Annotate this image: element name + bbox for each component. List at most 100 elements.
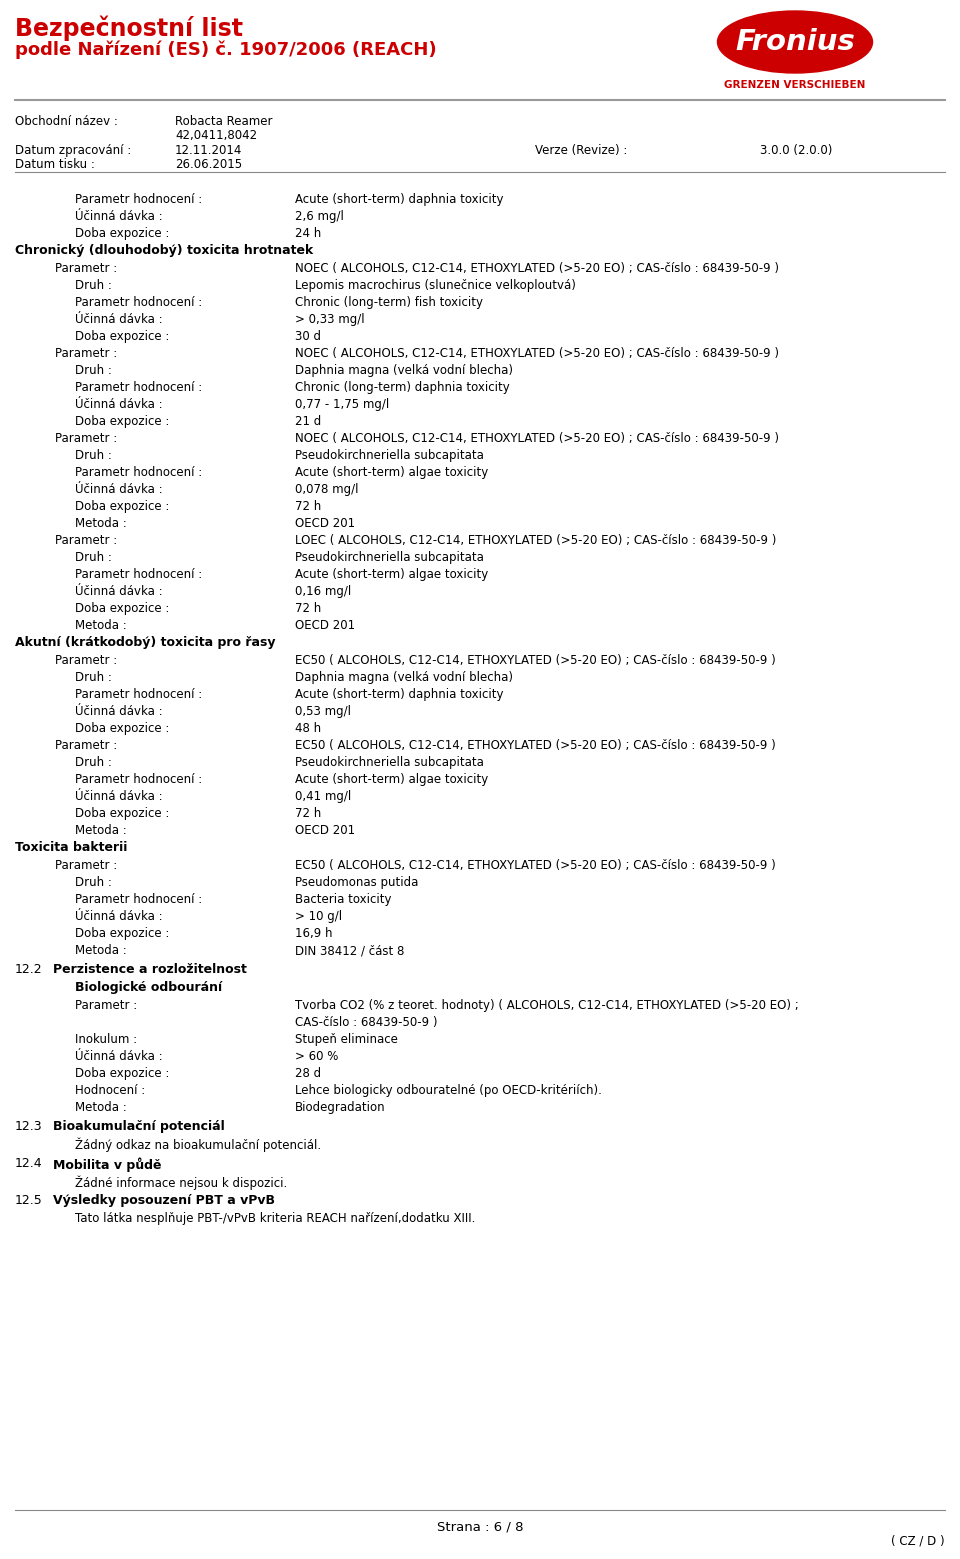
Text: 0,41 mg/l: 0,41 mg/l [295, 790, 351, 803]
Text: Metoda :: Metoda : [75, 945, 127, 957]
Text: DIN 38412 / část 8: DIN 38412 / část 8 [295, 945, 404, 957]
Text: Druh :: Druh : [75, 670, 112, 684]
Text: 72 h: 72 h [295, 602, 322, 614]
Text: GRENZEN VERSCHIEBEN: GRENZEN VERSCHIEBEN [724, 80, 866, 90]
Text: Parametr :: Parametr : [75, 999, 137, 1012]
Text: Účinná dávka :: Účinná dávka : [75, 313, 162, 326]
Text: Datum zpracování :: Datum zpracování : [15, 143, 132, 157]
Text: Doba expozice :: Doba expozice : [75, 928, 169, 940]
Text: Doba expozice :: Doba expozice : [75, 415, 169, 429]
Text: Daphnia magna (velká vodní blecha): Daphnia magna (velká vodní blecha) [295, 363, 513, 377]
Text: 21 d: 21 d [295, 415, 322, 429]
Text: Doba expozice :: Doba expozice : [75, 722, 169, 734]
Text: Akutní (krátkodobý) toxicita pro řasy: Akutní (krátkodobý) toxicita pro řasy [15, 636, 276, 649]
Text: Parametr :: Parametr : [55, 432, 117, 444]
Text: Parametr :: Parametr : [55, 535, 117, 547]
Text: OECD 201: OECD 201 [295, 518, 355, 530]
Text: Acute (short-term) algae toxicity: Acute (short-term) algae toxicity [295, 567, 489, 582]
Text: Parametr hodnocení :: Parametr hodnocení : [75, 567, 203, 582]
Text: > 10 g/l: > 10 g/l [295, 910, 342, 923]
Text: Datum tisku :: Datum tisku : [15, 157, 95, 171]
Text: Žádný odkaz na bioakumulační potenciál.: Žádný odkaz na bioakumulační potenciál. [75, 1138, 322, 1152]
Text: Parametr hodnocení :: Parametr hodnocení : [75, 193, 203, 206]
Text: Biologické odbourání: Biologické odbourání [75, 981, 222, 995]
Text: Acute (short-term) daphnia toxicity: Acute (short-term) daphnia toxicity [295, 688, 503, 702]
Text: 0,078 mg/l: 0,078 mg/l [295, 483, 358, 496]
Text: EC50 ( ALCOHOLS, C12-C14, ETHOXYLATED (>5-20 EO) ; CAS-číslo : 68439-50-9 ): EC50 ( ALCOHOLS, C12-C14, ETHOXYLATED (>… [295, 739, 776, 751]
Text: 72 h: 72 h [295, 500, 322, 513]
Text: Metoda :: Metoda : [75, 619, 127, 631]
Text: 0,53 mg/l: 0,53 mg/l [295, 705, 351, 719]
Text: 24 h: 24 h [295, 228, 322, 240]
Text: Doba expozice :: Doba expozice : [75, 1066, 169, 1080]
Text: Toxicita bakterii: Toxicita bakterii [15, 840, 128, 854]
Text: Fronius: Fronius [735, 28, 855, 56]
Text: Metoda :: Metoda : [75, 825, 127, 837]
Text: Metoda :: Metoda : [75, 1101, 127, 1115]
Text: Parametr hodnocení :: Parametr hodnocení : [75, 466, 203, 479]
Text: Účinná dávka :: Účinná dávka : [75, 585, 162, 599]
Text: Biodegradation: Biodegradation [295, 1101, 386, 1115]
Text: 3.0.0 (2.0.0): 3.0.0 (2.0.0) [760, 143, 832, 157]
Text: 16,9 h: 16,9 h [295, 928, 332, 940]
Text: 2,6 mg/l: 2,6 mg/l [295, 210, 344, 223]
Text: Strana : 6 / 8: Strana : 6 / 8 [437, 1520, 523, 1532]
Text: Parametr :: Parametr : [55, 348, 117, 360]
Text: Účinná dávka :: Účinná dávka : [75, 398, 162, 412]
Text: Chronic (long-term) daphnia toxicity: Chronic (long-term) daphnia toxicity [295, 380, 510, 394]
Text: Parametr :: Parametr : [55, 653, 117, 667]
Text: LOEC ( ALCOHOLS, C12-C14, ETHOXYLATED (>5-20 EO) ; CAS-číslo : 68439-50-9 ): LOEC ( ALCOHOLS, C12-C14, ETHOXYLATED (>… [295, 535, 777, 547]
Text: Inokulum :: Inokulum : [75, 1034, 137, 1046]
Text: Doba expozice :: Doba expozice : [75, 500, 169, 513]
Text: 48 h: 48 h [295, 722, 322, 734]
Text: Druh :: Druh : [75, 279, 112, 292]
Text: Pseudomonas putida: Pseudomonas putida [295, 876, 419, 889]
Text: CAS-číslo : 68439-50-9 ): CAS-číslo : 68439-50-9 ) [295, 1016, 438, 1029]
Text: EC50 ( ALCOHOLS, C12-C14, ETHOXYLATED (>5-20 EO) ; CAS-číslo : 68439-50-9 ): EC50 ( ALCOHOLS, C12-C14, ETHOXYLATED (>… [295, 859, 776, 871]
Ellipse shape [717, 11, 873, 73]
Text: Parametr :: Parametr : [55, 859, 117, 871]
Text: Parametr hodnocení :: Parametr hodnocení : [75, 688, 203, 702]
Text: Pseudokirchneriella subcapitata: Pseudokirchneriella subcapitata [295, 756, 484, 769]
Text: EC50 ( ALCOHOLS, C12-C14, ETHOXYLATED (>5-20 EO) ; CAS-číslo : 68439-50-9 ): EC50 ( ALCOHOLS, C12-C14, ETHOXYLATED (>… [295, 653, 776, 667]
Text: Účinná dávka :: Účinná dávka : [75, 210, 162, 223]
Text: Pseudokirchneriella subcapitata: Pseudokirchneriella subcapitata [295, 449, 484, 461]
Text: NOEC ( ALCOHOLS, C12-C14, ETHOXYLATED (>5-20 EO) ; CAS-číslo : 68439-50-9 ): NOEC ( ALCOHOLS, C12-C14, ETHOXYLATED (>… [295, 262, 779, 274]
Text: 12.11.2014: 12.11.2014 [175, 143, 242, 157]
Text: Acute (short-term) algae toxicity: Acute (short-term) algae toxicity [295, 773, 489, 786]
Text: 0,77 - 1,75 mg/l: 0,77 - 1,75 mg/l [295, 398, 389, 412]
Text: 0,16 mg/l: 0,16 mg/l [295, 585, 351, 599]
Text: Bezpečnostní list: Bezpečnostní list [15, 16, 243, 41]
Text: Lehce biologicky odbouratelné (po OECD-kritériích).: Lehce biologicky odbouratelné (po OECD-k… [295, 1084, 602, 1098]
Text: 12.5: 12.5 [15, 1194, 43, 1207]
Text: Druh :: Druh : [75, 449, 112, 461]
Text: Acute (short-term) algae toxicity: Acute (short-term) algae toxicity [295, 466, 489, 479]
Text: Tvorba CO2 (% z teoret. hodnoty) ( ALCOHOLS, C12-C14, ETHOXYLATED (>5-20 EO) ;: Tvorba CO2 (% z teoret. hodnoty) ( ALCOH… [295, 999, 799, 1012]
Text: OECD 201: OECD 201 [295, 825, 355, 837]
Text: Verze (Revize) :: Verze (Revize) : [535, 143, 628, 157]
Text: NOEC ( ALCOHOLS, C12-C14, ETHOXYLATED (>5-20 EO) ; CAS-číslo : 68439-50-9 ): NOEC ( ALCOHOLS, C12-C14, ETHOXYLATED (>… [295, 348, 779, 360]
Text: Pseudokirchneriella subcapitata: Pseudokirchneriella subcapitata [295, 550, 484, 564]
Text: Bacteria toxicity: Bacteria toxicity [295, 893, 392, 906]
Text: Účinná dávka :: Účinná dávka : [75, 790, 162, 803]
Text: Daphnia magna (velká vodní blecha): Daphnia magna (velká vodní blecha) [295, 670, 513, 684]
Text: Druh :: Druh : [75, 550, 112, 564]
Text: Parametr :: Parametr : [55, 262, 117, 274]
Text: 28 d: 28 d [295, 1066, 322, 1080]
Text: Parametr hodnocení :: Parametr hodnocení : [75, 773, 203, 786]
Text: Účinná dávka :: Účinná dávka : [75, 483, 162, 496]
Text: Perzistence a rozložitelnost: Perzistence a rozložitelnost [53, 963, 247, 976]
Text: 12.2: 12.2 [15, 963, 42, 976]
Text: Mobilita v půdě: Mobilita v půdě [53, 1157, 161, 1171]
Text: 26.06.2015: 26.06.2015 [175, 157, 242, 171]
Text: > 0,33 mg/l: > 0,33 mg/l [295, 313, 365, 326]
Text: Účinná dávka :: Účinná dávka : [75, 1051, 162, 1063]
Text: 12.4: 12.4 [15, 1157, 42, 1169]
Text: Chronic (long-term) fish toxicity: Chronic (long-term) fish toxicity [295, 296, 483, 309]
Text: podle Nařízení (ES) č. 1907/2006 (REACH): podle Nařízení (ES) č. 1907/2006 (REACH) [15, 41, 437, 59]
Text: Acute (short-term) daphnia toxicity: Acute (short-term) daphnia toxicity [295, 193, 503, 206]
Text: Tato látka nesplňuje PBT-/vPvB kriteria REACH nařízení,dodatku XIII.: Tato látka nesplňuje PBT-/vPvB kriteria … [75, 1211, 475, 1225]
Text: Účinná dávka :: Účinná dávka : [75, 705, 162, 719]
Text: Parametr hodnocení :: Parametr hodnocení : [75, 893, 203, 906]
Text: > 60 %: > 60 % [295, 1051, 338, 1063]
